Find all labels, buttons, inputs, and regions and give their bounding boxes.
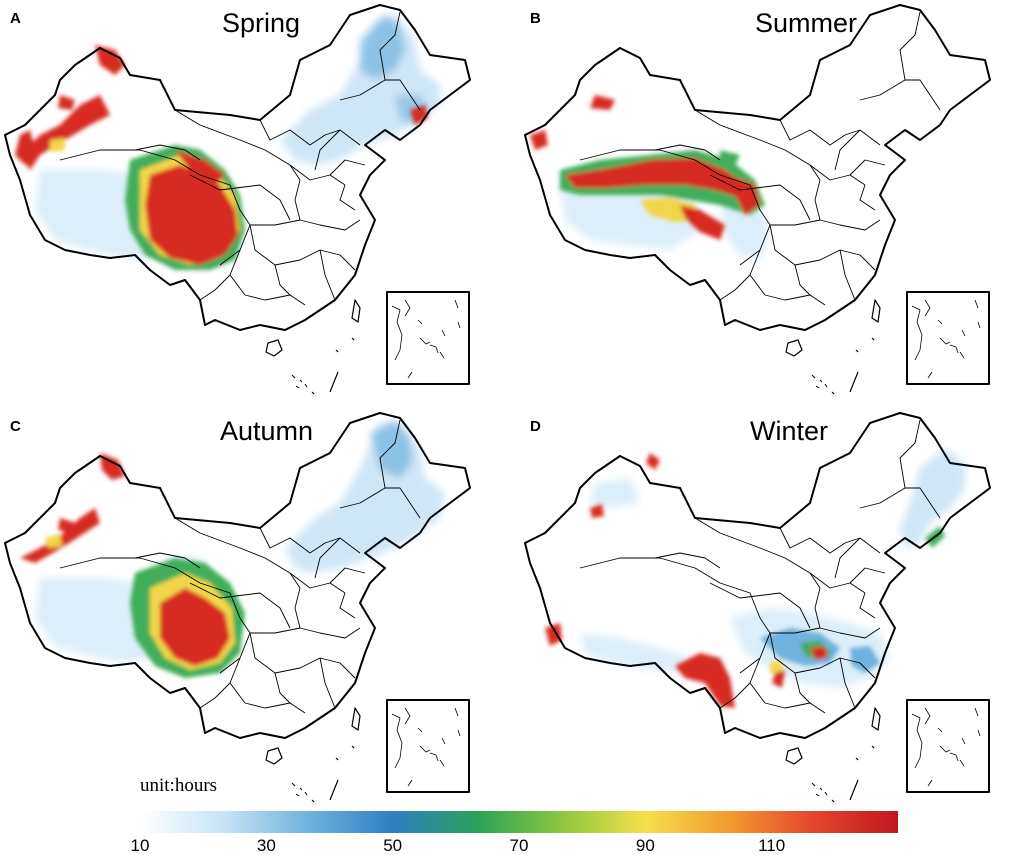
panel-winter: D Winter [520, 408, 1020, 808]
colorbar-tick-label: 50 [383, 836, 402, 855]
panel-letter: A [10, 10, 21, 27]
panel-summer: B Summer [520, 0, 1020, 400]
colorbar-tick-label: 110 [758, 836, 785, 855]
colorbar-tick-label: 90 [636, 836, 655, 855]
panel-letter: C [10, 418, 21, 435]
colorbar-tick-label: 70 [510, 836, 529, 855]
season-title: Spring [222, 8, 301, 38]
colorbar-tick-label: 10 [131, 836, 150, 855]
map-winter [524, 412, 991, 803]
unit-label: unit:hours [140, 775, 218, 796]
colorbar-gradient [140, 811, 898, 833]
season-title: Summer [755, 8, 858, 38]
colorbar-ticks: 10 30 50 70 90 110 [131, 836, 786, 855]
panel-autumn: C Autumn [0, 408, 500, 808]
panel-letter: D [530, 418, 541, 435]
colorbar: 10 30 50 70 90 110 [131, 811, 898, 855]
map-spring [4, 4, 471, 395]
colorbar-tick-label: 30 [257, 836, 276, 855]
map-autumn [4, 412, 471, 803]
season-title: Autumn [220, 416, 314, 446]
map-summer [524, 4, 991, 395]
panel-spring: A Spring [0, 0, 500, 400]
panel-letter: B [530, 10, 541, 27]
season-title: Winter [750, 416, 829, 446]
